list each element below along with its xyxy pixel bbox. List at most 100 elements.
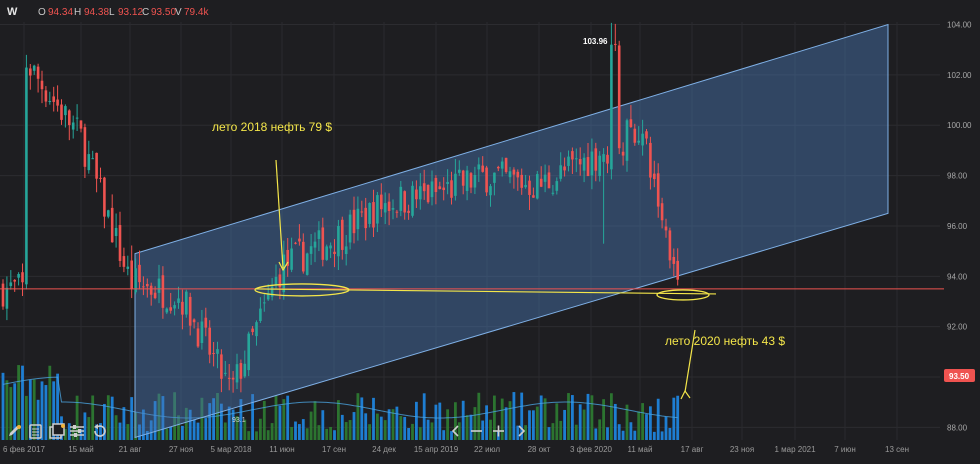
volume-bar <box>188 409 192 440</box>
candle-body <box>282 254 286 293</box>
volume-bar <box>399 416 403 440</box>
highlight-ellipse-2020[interactable] <box>656 289 710 301</box>
volume-bar <box>28 379 32 440</box>
volume-bar <box>204 418 208 440</box>
volume-bar <box>532 410 535 440</box>
annotation-summer-2018[interactable]: лето 2018 нефть 79 $ <box>212 120 332 134</box>
volume-bar <box>547 427 551 440</box>
volume-bar <box>1 372 5 440</box>
volume-bar <box>173 392 176 440</box>
candle-body <box>571 151 574 160</box>
settings-button[interactable] <box>70 425 84 437</box>
candle-body <box>539 178 543 187</box>
candle-body <box>290 248 293 270</box>
candle-body <box>364 207 367 229</box>
candle-body <box>169 307 172 311</box>
candle-body <box>317 230 321 239</box>
volume-bar <box>130 397 134 440</box>
volume-bar <box>294 421 297 440</box>
undo-button[interactable] <box>94 424 106 437</box>
candle-body <box>259 308 262 322</box>
volume-bar <box>40 381 44 440</box>
current-price-label: 93.50 <box>949 372 970 381</box>
volume-bar <box>134 412 137 440</box>
channel-area[interactable] <box>134 23 889 439</box>
volume-bar <box>305 428 309 440</box>
volume-bar <box>512 392 516 440</box>
drawings[interactable] <box>0 159 944 400</box>
candle-body <box>68 110 71 126</box>
candle-body <box>434 177 438 193</box>
candle-body <box>325 246 328 260</box>
volume-bar <box>356 393 360 440</box>
volume-bar <box>87 417 91 440</box>
candle-body <box>438 186 442 190</box>
volume-bar <box>118 422 122 440</box>
volume-bar <box>239 399 243 440</box>
volume-bar <box>372 397 375 440</box>
scroll-right-button[interactable] <box>518 425 526 437</box>
notes-button[interactable] <box>29 424 42 439</box>
price-tick-label: 104.00 <box>947 21 972 30</box>
sliders-icon <box>70 425 84 437</box>
volume-bar <box>407 428 410 440</box>
volume-bar <box>422 393 426 440</box>
volume-bar <box>177 415 180 440</box>
arrow-2020[interactable] <box>684 329 696 393</box>
candle-body <box>95 152 98 179</box>
zoom-in-button[interactable] <box>493 425 504 437</box>
annotation-summer-2020[interactable]: лето 2020 нефть 43 $ <box>665 334 785 348</box>
arrow-2018[interactable] <box>275 159 284 269</box>
volume-bar <box>602 399 605 440</box>
volume-bar <box>563 409 566 440</box>
candle-body <box>227 377 231 379</box>
candle-body <box>36 66 40 79</box>
candle-body <box>524 184 527 188</box>
volume-bar <box>586 393 590 440</box>
volume-bar <box>415 401 418 440</box>
candle-body <box>255 322 258 337</box>
candle-body <box>87 154 91 171</box>
volume-bar <box>227 406 231 440</box>
time-tick-label: 15 апр 2019 <box>414 445 459 454</box>
candle-body <box>489 186 492 196</box>
volume-bar <box>582 409 586 440</box>
layers-button[interactable] <box>49 423 65 439</box>
scroll-left-button[interactable] <box>451 425 459 437</box>
time-tick-label: 23 ноя <box>730 445 754 454</box>
candle-body <box>220 354 223 379</box>
legend-low-value: 93.12 <box>118 7 143 18</box>
candle-body <box>126 266 130 269</box>
candle-body <box>352 209 356 234</box>
volume-bar <box>309 411 313 440</box>
volume-bar <box>625 404 629 440</box>
candle-body <box>83 127 87 167</box>
support-line[interactable] <box>254 288 717 295</box>
candle-body <box>134 268 137 293</box>
layers-badge-icon <box>61 424 65 428</box>
highlight-ellipse-2018[interactable] <box>254 283 350 297</box>
volume-bar <box>231 409 235 440</box>
candle-body <box>196 328 200 347</box>
legend-symbol: W <box>7 6 18 18</box>
price-channel[interactable] <box>134 23 889 439</box>
legend-close-value: 93.50 <box>151 7 176 18</box>
candle-body <box>32 65 36 71</box>
time-tick-label: 7 июн <box>834 445 856 454</box>
pencil-button[interactable] <box>7 424 21 438</box>
candle-body <box>40 80 44 90</box>
price-tick-label: 88.00 <box>947 423 968 432</box>
candle-body <box>56 99 59 106</box>
candle-body <box>567 156 570 166</box>
volume-bar <box>184 407 188 440</box>
time-axis[interactable]: 6 фев 2017 15 май 21 авг 27 ноя 5 мар 2018 11… <box>3 445 909 454</box>
candle-body <box>188 296 192 326</box>
volume-bar <box>368 424 371 440</box>
volume-bar <box>539 395 543 440</box>
candle-body <box>606 154 609 164</box>
candle-body <box>419 186 422 200</box>
candle-body <box>469 173 473 188</box>
volume-bar <box>122 407 126 440</box>
